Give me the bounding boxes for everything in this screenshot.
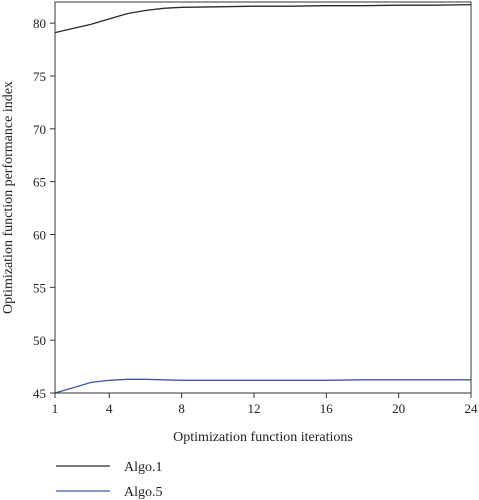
y-tick-label: 55 xyxy=(33,280,46,295)
y-tick-label: 70 xyxy=(33,122,46,137)
y-axis-title: Optimization function performance index xyxy=(1,81,16,314)
y-tick-label: 80 xyxy=(33,16,46,31)
plot-frame xyxy=(54,1,472,394)
x-tick-label: 12 xyxy=(247,401,260,416)
x-tick-label: 24 xyxy=(465,401,479,416)
y-tick-label: 45 xyxy=(33,386,46,401)
x-tick-label: 4 xyxy=(106,401,113,416)
y-tick-label: 60 xyxy=(33,227,46,242)
ticks: 1 4 8 12 16 20 24 45 50 55 60 65 70 75 80 xyxy=(33,16,478,416)
series-line-2 xyxy=(54,378,471,394)
legend: Algo.1 Algo.5 xyxy=(56,460,163,500)
axes xyxy=(54,1,472,394)
y-tick-label: 75 xyxy=(33,69,46,84)
x-tick-label: 20 xyxy=(392,401,405,416)
legend-label-2: Algo.5 xyxy=(124,485,163,500)
x-tick-label: 16 xyxy=(320,401,334,416)
legend-label-1: Algo.1 xyxy=(124,460,163,475)
x-axis-title: Optimization function iterations xyxy=(173,430,353,445)
x-tick-label: 1 xyxy=(52,401,59,416)
x-tick-label: 8 xyxy=(178,401,185,416)
y-tick-label: 65 xyxy=(33,175,46,190)
y-tick-label: 50 xyxy=(33,333,46,348)
series-line-1 xyxy=(54,3,472,34)
plot-area xyxy=(54,3,472,394)
